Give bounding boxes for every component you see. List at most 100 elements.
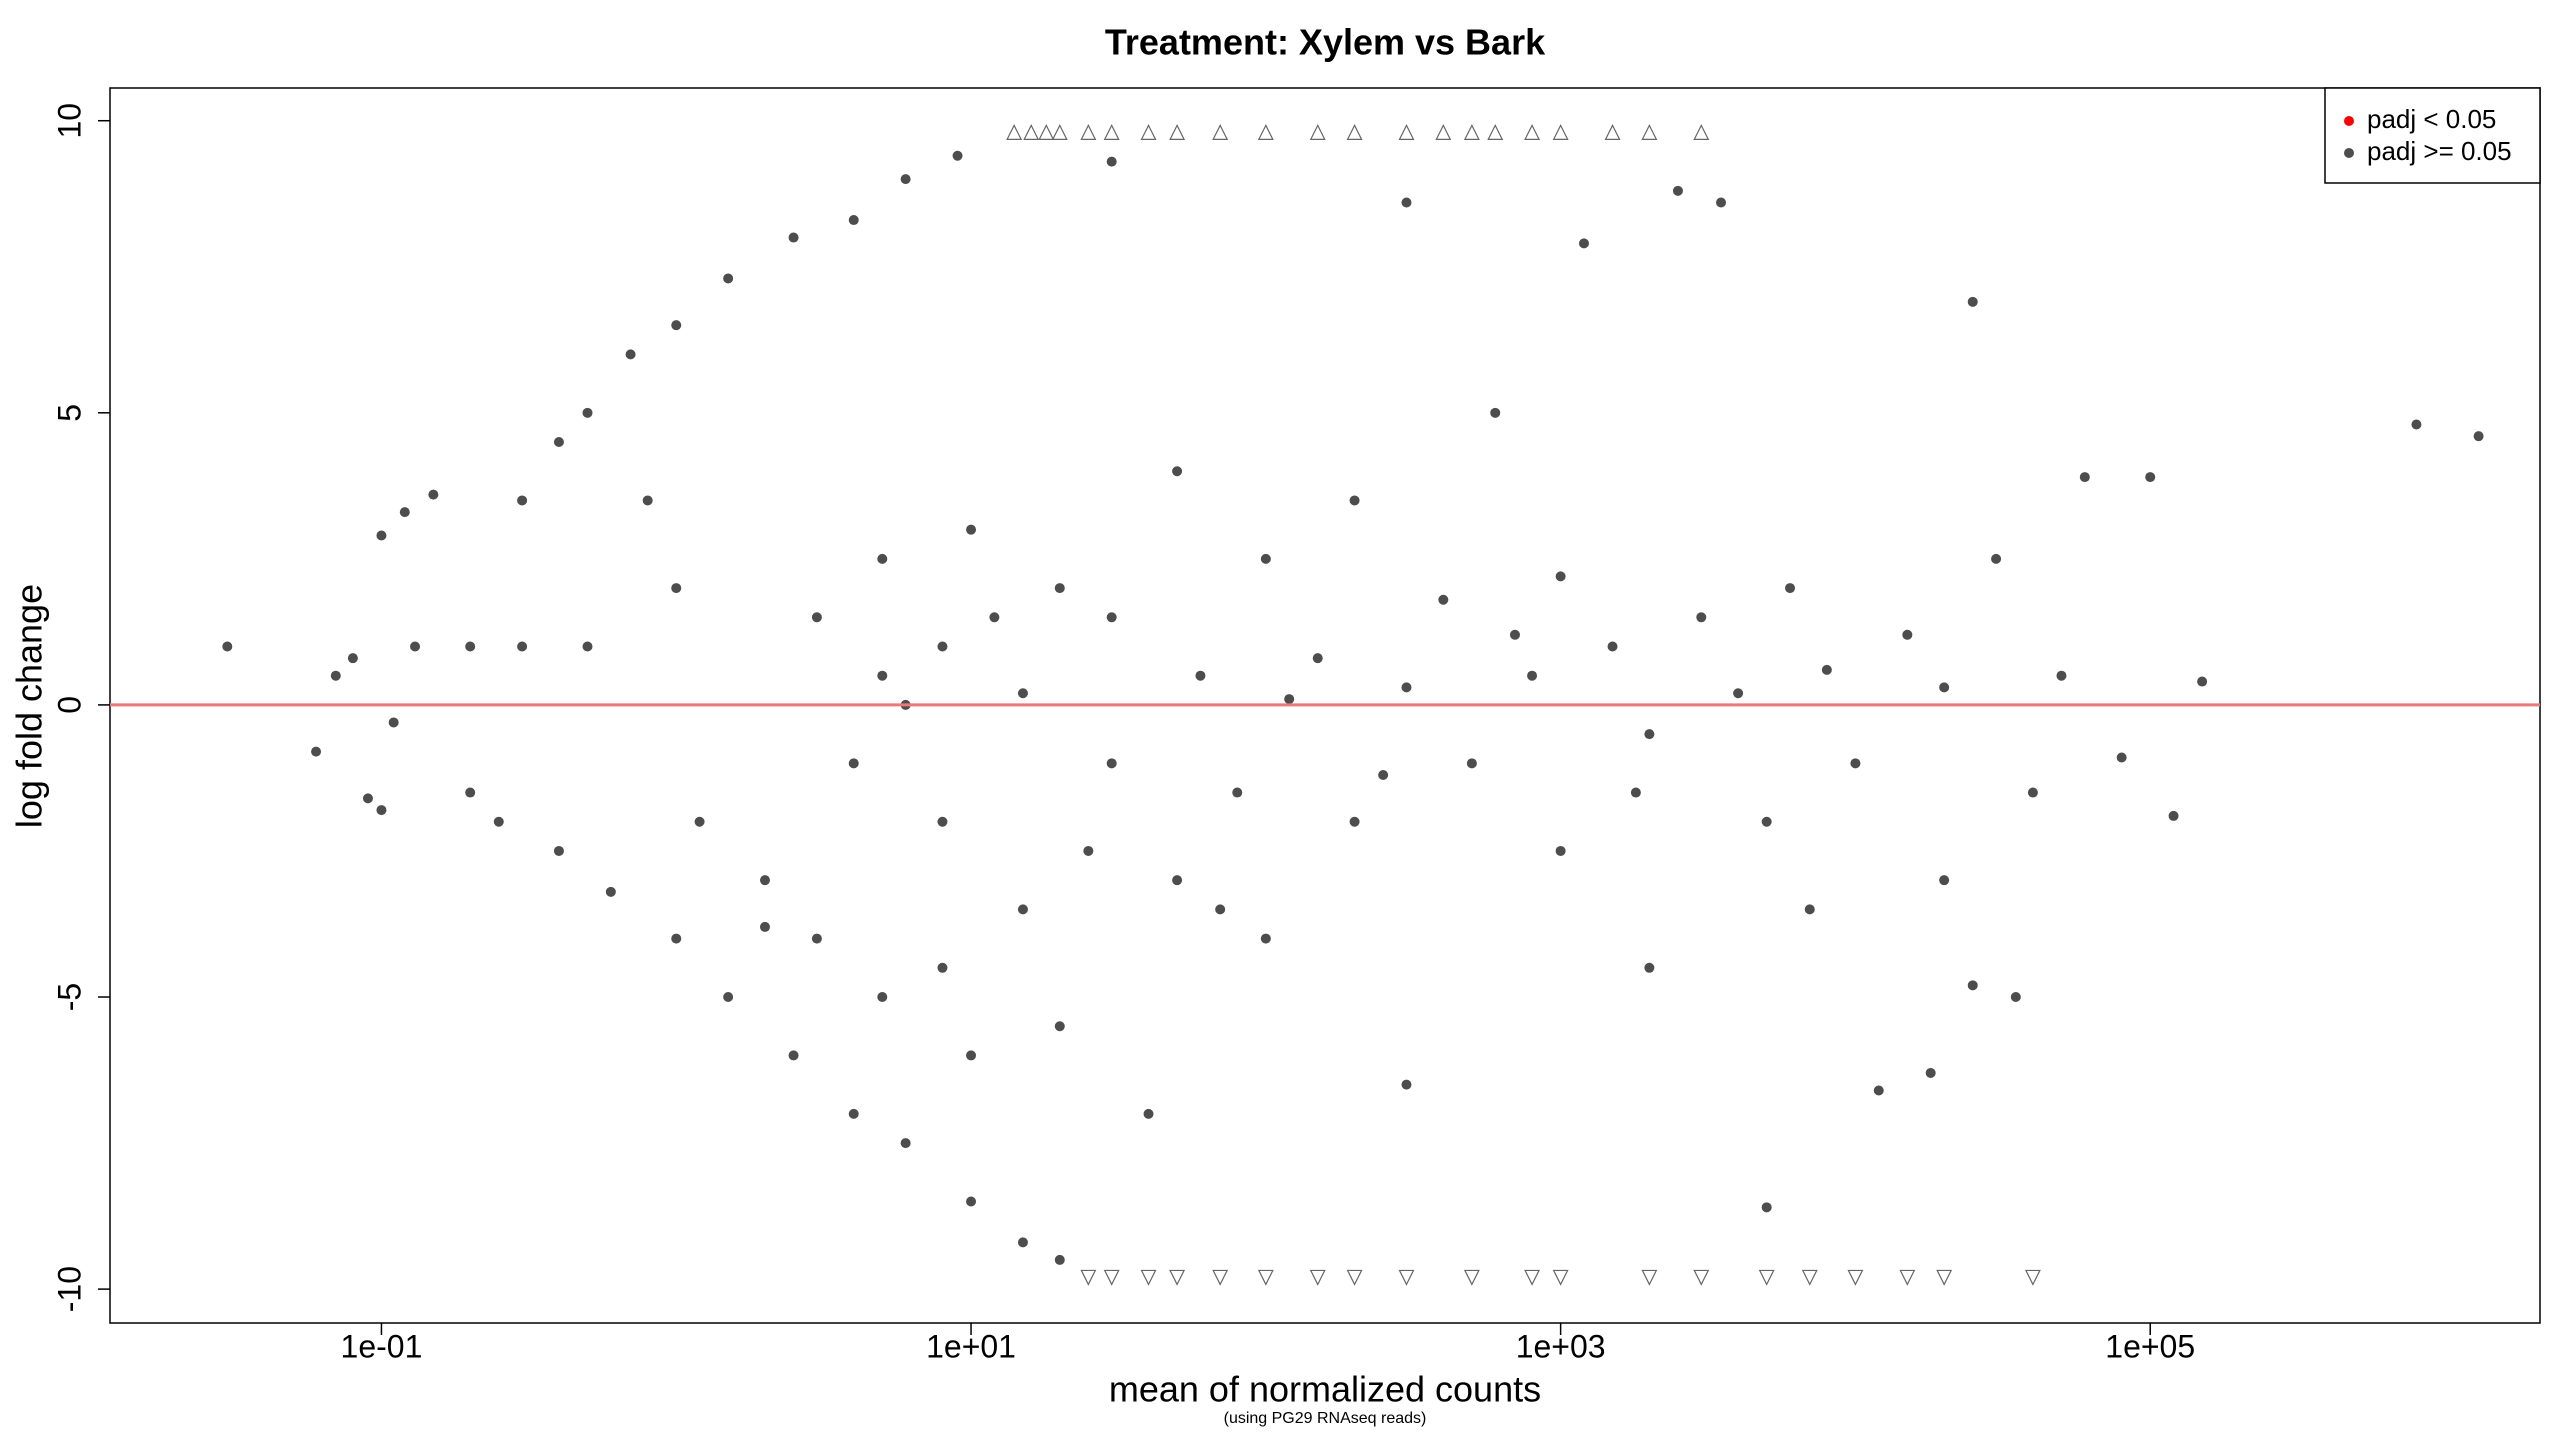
caption: (using PG29 RNAseq reads) <box>1224 1410 1427 1427</box>
point <box>1054 583 1065 594</box>
point <box>1017 1237 1028 1248</box>
point <box>1378 770 1389 781</box>
legend-marker <box>2344 148 2354 158</box>
point <box>694 816 705 827</box>
point <box>1716 197 1727 208</box>
point <box>1106 758 1117 769</box>
point <box>2411 419 2422 430</box>
point <box>1509 629 1520 640</box>
x-tick-label: 1e+01 <box>926 1328 1016 1364</box>
point <box>937 816 948 827</box>
point <box>1850 758 1861 769</box>
point <box>1017 688 1028 699</box>
point <box>1527 670 1538 681</box>
point <box>811 612 822 623</box>
point <box>966 1196 977 1207</box>
point <box>1490 407 1501 418</box>
clipped-up-marker <box>1051 124 1068 140</box>
clipped-up-marker <box>1140 124 1157 140</box>
point <box>1733 688 1744 699</box>
point <box>848 1108 859 1119</box>
y-tick-label: -5 <box>51 983 87 1011</box>
legend-box <box>2324 87 2541 184</box>
point <box>553 437 564 448</box>
y-tick-label: 5 <box>51 404 87 422</box>
clipped-down-marker <box>1552 1269 1569 1286</box>
point <box>1672 185 1683 196</box>
clipped-down-marker <box>1693 1269 1710 1286</box>
clipped-up-marker <box>1212 124 1229 140</box>
clipped-up-marker <box>1524 124 1541 140</box>
chart-title: Treatment: Xylem vs Bark <box>1105 22 1546 63</box>
legend-label: padj >= 0.05 <box>2367 136 2512 166</box>
point <box>788 1050 799 1061</box>
point <box>465 787 476 798</box>
point <box>1873 1085 1884 1096</box>
point <box>517 641 528 652</box>
clipped-up-marker <box>1103 124 1120 140</box>
point <box>553 845 564 856</box>
point <box>2168 810 2179 821</box>
point <box>1401 682 1412 693</box>
point <box>1232 787 1243 798</box>
clipped-down-marker <box>1801 1269 1818 1286</box>
point <box>1401 1079 1412 1090</box>
point <box>1804 904 1815 915</box>
point <box>2027 787 2038 798</box>
point <box>1215 904 1226 915</box>
clipped-up-marker <box>1309 124 1326 140</box>
clipped-up-marker <box>1693 124 1710 140</box>
point <box>848 215 859 226</box>
point <box>877 992 888 1003</box>
point <box>582 407 593 418</box>
point <box>1401 197 1412 208</box>
point <box>759 921 770 932</box>
point <box>2145 472 2156 483</box>
clipped-down-marker <box>1398 1269 1415 1286</box>
clipped-down-marker <box>1140 1269 1157 1286</box>
clipped-up-marker <box>1463 124 1480 140</box>
clipped-down-marker <box>1212 1269 1229 1286</box>
clipped-down-marker <box>1524 1269 1541 1286</box>
y-tick-label: -10 <box>51 1266 87 1312</box>
point <box>1821 664 1832 675</box>
point <box>877 553 888 564</box>
point <box>1925 1067 1936 1078</box>
x-tick-label: 1e+05 <box>2105 1328 2195 1364</box>
clipped-down-marker <box>1257 1269 1274 1286</box>
point <box>330 670 341 681</box>
point <box>376 530 387 541</box>
y-tick-label: 0 <box>51 696 87 714</box>
point <box>1172 466 1183 477</box>
clipped-up-marker <box>1435 124 1452 140</box>
clipped-down-marker <box>1346 1269 1363 1286</box>
point <box>399 507 410 518</box>
point <box>1143 1108 1154 1119</box>
clipped-down-marker <box>1463 1269 1480 1286</box>
clipped-down-marker <box>1899 1269 1916 1286</box>
point <box>671 320 682 331</box>
point <box>759 875 770 886</box>
point <box>493 816 504 827</box>
point <box>671 933 682 944</box>
x-axis-label: mean of normalized counts <box>1109 1369 1541 1410</box>
point <box>2056 670 2067 681</box>
point <box>1312 653 1323 664</box>
point <box>848 758 859 769</box>
point <box>1902 629 1913 640</box>
point <box>1785 583 1796 594</box>
point <box>2197 676 2208 687</box>
point <box>1260 933 1271 944</box>
y-tick-label: 10 <box>51 103 87 139</box>
point <box>937 641 948 652</box>
point <box>222 641 233 652</box>
clipped-up-marker <box>1604 124 1621 140</box>
clipped-up-marker <box>1257 124 1274 140</box>
point <box>1939 682 1950 693</box>
point <box>1172 875 1183 886</box>
clipped-down-marker <box>1936 1269 1953 1286</box>
point <box>347 653 358 664</box>
point <box>465 641 476 652</box>
point <box>2010 992 2021 1003</box>
